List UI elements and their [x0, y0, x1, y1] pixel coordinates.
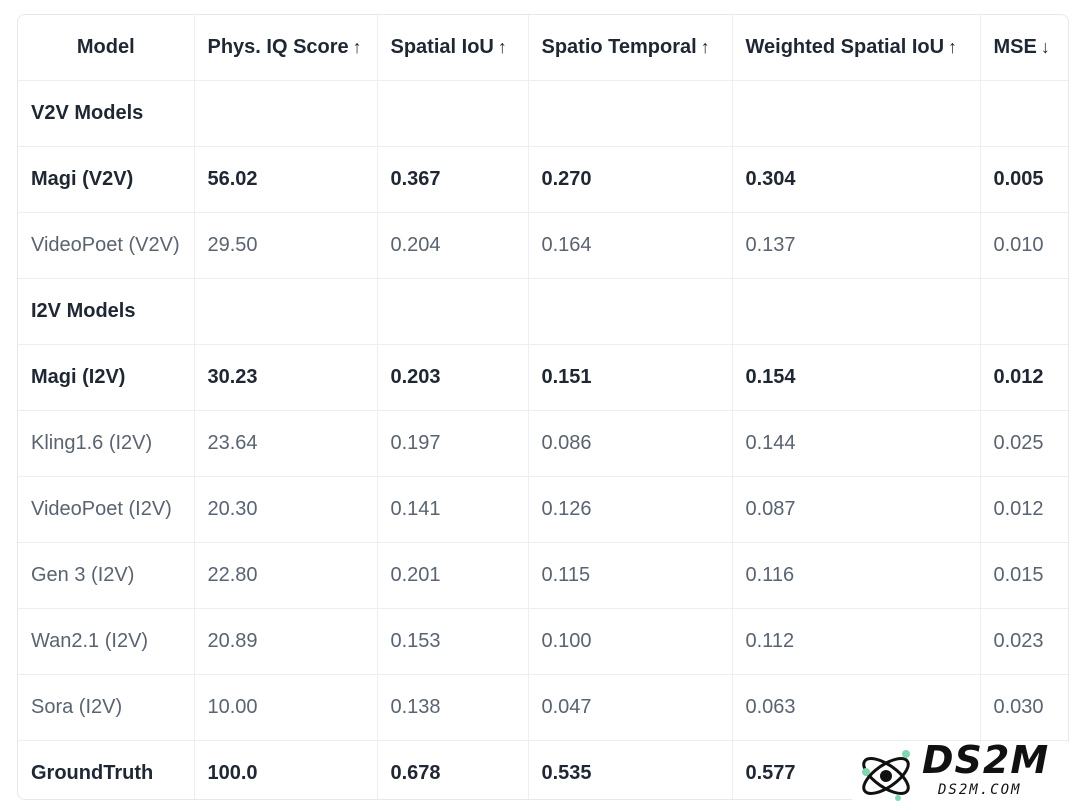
table-row: Gen 3 (I2V) 22.80 0.201 0.115 0.116 0.01… — [18, 542, 1068, 609]
model-cell: Kling1.6 (I2V) — [18, 410, 195, 477]
spatial-iou-cell: 0.201 — [377, 542, 529, 609]
column-header-spatio-temporal[interactable]: Spatio Temporal ↑ — [528, 15, 733, 81]
model-cell: VideoPoet (V2V) — [18, 212, 195, 279]
score-cell: 30.23 — [194, 344, 378, 411]
column-header-weighted-iou[interactable]: Weighted Spatial IoU ↑ — [732, 15, 981, 81]
score-cell: 22.80 — [194, 542, 378, 609]
mse-cell: 0.005 — [980, 146, 1068, 213]
table-row: Magi (V2V) 56.02 0.367 0.270 0.304 0.005 — [18, 146, 1068, 213]
table-cell — [194, 278, 378, 345]
table-row: VideoPoet (V2V) 29.50 0.204 0.164 0.137 … — [18, 212, 1068, 279]
table-cell — [732, 278, 981, 345]
mse-cell: 0.012 — [980, 344, 1068, 411]
spatio-temporal-cell: 0.164 — [528, 212, 733, 279]
arrow-down-icon: ↓ — [1040, 37, 1050, 57]
score-cell: 20.30 — [194, 476, 378, 543]
weighted-iou-cell: 0.137 — [732, 212, 981, 279]
weighted-iou-cell: 0.116 — [732, 542, 981, 609]
group-label: I2V Models — [18, 278, 195, 345]
spatio-temporal-cell: 0.047 — [528, 674, 733, 741]
column-header-label: Model — [76, 36, 135, 58]
table-row: VideoPoet (I2V) 20.30 0.141 0.126 0.087 … — [18, 476, 1068, 543]
results-table-card: Model Phys. IQ Score ↑ Spatial IoU ↑ Spati… — [17, 14, 1069, 800]
mse-cell: 0.023 — [980, 608, 1068, 675]
model-cell: Gen 3 (I2V) — [18, 542, 195, 609]
column-header-mse[interactable]: MSE ↓ — [980, 15, 1068, 81]
table-row: Wan2.1 (I2V) 20.89 0.153 0.100 0.112 0.0… — [18, 608, 1068, 675]
column-header-label: MSE — [993, 36, 1037, 58]
spatial-iou-cell: 0.678 — [377, 740, 529, 799]
spatio-temporal-cell: 0.151 — [528, 344, 733, 411]
model-cell: Magi (V2V) — [18, 146, 195, 213]
table-row: Sora (I2V) 10.00 0.138 0.047 0.063 0.030 — [18, 674, 1068, 741]
column-header-label: Spatial IoU — [390, 36, 494, 58]
group-row-v2v: V2V Models — [18, 80, 1068, 147]
header-row: Model Phys. IQ Score ↑ Spatial IoU ↑ Spati… — [18, 15, 1068, 81]
weighted-iou-cell: 0.087 — [732, 476, 981, 543]
column-header-label: Weighted Spatial IoU — [745, 36, 945, 58]
atom-icon — [862, 750, 910, 801]
table-cell — [980, 80, 1068, 147]
table-cell — [377, 278, 529, 345]
spatio-temporal-cell: 0.270 — [528, 146, 733, 213]
results-table: Model Phys. IQ Score ↑ Spatial IoU ↑ Spati… — [18, 15, 1068, 799]
score-cell: 23.64 — [194, 410, 378, 477]
watermark-domain: DS2M.COM — [938, 782, 1022, 798]
group-row-i2v: I2V Models — [18, 278, 1068, 345]
spatio-temporal-cell: 0.086 — [528, 410, 733, 477]
spatial-iou-cell: 0.153 — [377, 608, 529, 675]
table-cell — [194, 80, 378, 147]
table-cell — [377, 80, 529, 147]
arrow-up-icon: ↑ — [352, 37, 362, 57]
weighted-iou-cell: 0.112 — [732, 608, 981, 675]
mse-cell: 0.015 — [980, 542, 1068, 609]
column-header-model[interactable]: Model — [18, 15, 195, 81]
table-cell — [528, 278, 733, 345]
column-header-spatial-iou[interactable]: Spatial IoU ↑ — [377, 15, 529, 81]
model-cell: Wan2.1 (I2V) — [18, 608, 195, 675]
score-cell: 100.0 — [194, 740, 378, 799]
score-cell: 29.50 — [194, 212, 378, 279]
table-row: Kling1.6 (I2V) 23.64 0.197 0.086 0.144 0… — [18, 410, 1068, 477]
column-header-label: Spatio Temporal — [541, 36, 697, 58]
model-cell: GroundTruth — [18, 740, 195, 799]
spatial-iou-cell: 0.367 — [377, 146, 529, 213]
mse-cell: 0.010 — [980, 212, 1068, 279]
table-row: Magi (I2V) 30.23 0.203 0.151 0.154 0.012 — [18, 344, 1068, 411]
spatial-iou-cell: 0.203 — [377, 344, 529, 411]
score-cell: 56.02 — [194, 146, 378, 213]
model-cell: Sora (I2V) — [18, 674, 195, 741]
column-header-score[interactable]: Phys. IQ Score ↑ — [194, 15, 378, 81]
column-header-label: Phys. IQ Score — [207, 36, 349, 58]
model-cell: VideoPoet (I2V) — [18, 476, 195, 543]
model-cell: Magi (I2V) — [18, 344, 195, 411]
spatial-iou-cell: 0.197 — [377, 410, 529, 477]
spatial-iou-cell: 0.138 — [377, 674, 529, 741]
group-label: V2V Models — [18, 80, 195, 147]
spatial-iou-cell: 0.204 — [377, 212, 529, 279]
watermark-logo: DS2M DS2M.COM — [852, 738, 1072, 806]
table-cell — [732, 80, 981, 147]
table-cell — [528, 80, 733, 147]
arrow-up-icon: ↑ — [497, 37, 507, 57]
score-cell: 10.00 — [194, 674, 378, 741]
weighted-iou-cell: 0.144 — [732, 410, 981, 477]
mse-cell: 0.012 — [980, 476, 1068, 543]
mse-cell: 0.030 — [980, 674, 1068, 741]
spatial-iou-cell: 0.141 — [377, 476, 529, 543]
spatio-temporal-cell: 0.535 — [528, 740, 733, 799]
arrow-up-icon: ↑ — [700, 37, 710, 57]
score-cell: 20.89 — [194, 608, 378, 675]
spatio-temporal-cell: 0.126 — [528, 476, 733, 543]
watermark-brand: DS2M — [922, 738, 1050, 782]
spatio-temporal-cell: 0.115 — [528, 542, 733, 609]
weighted-iou-cell: 0.154 — [732, 344, 981, 411]
spatio-temporal-cell: 0.100 — [528, 608, 733, 675]
weighted-iou-cell: 0.304 — [732, 146, 981, 213]
arrow-up-icon: ↑ — [948, 37, 958, 57]
weighted-iou-cell: 0.063 — [732, 674, 981, 741]
mse-cell: 0.025 — [980, 410, 1068, 477]
table-cell — [980, 278, 1068, 345]
